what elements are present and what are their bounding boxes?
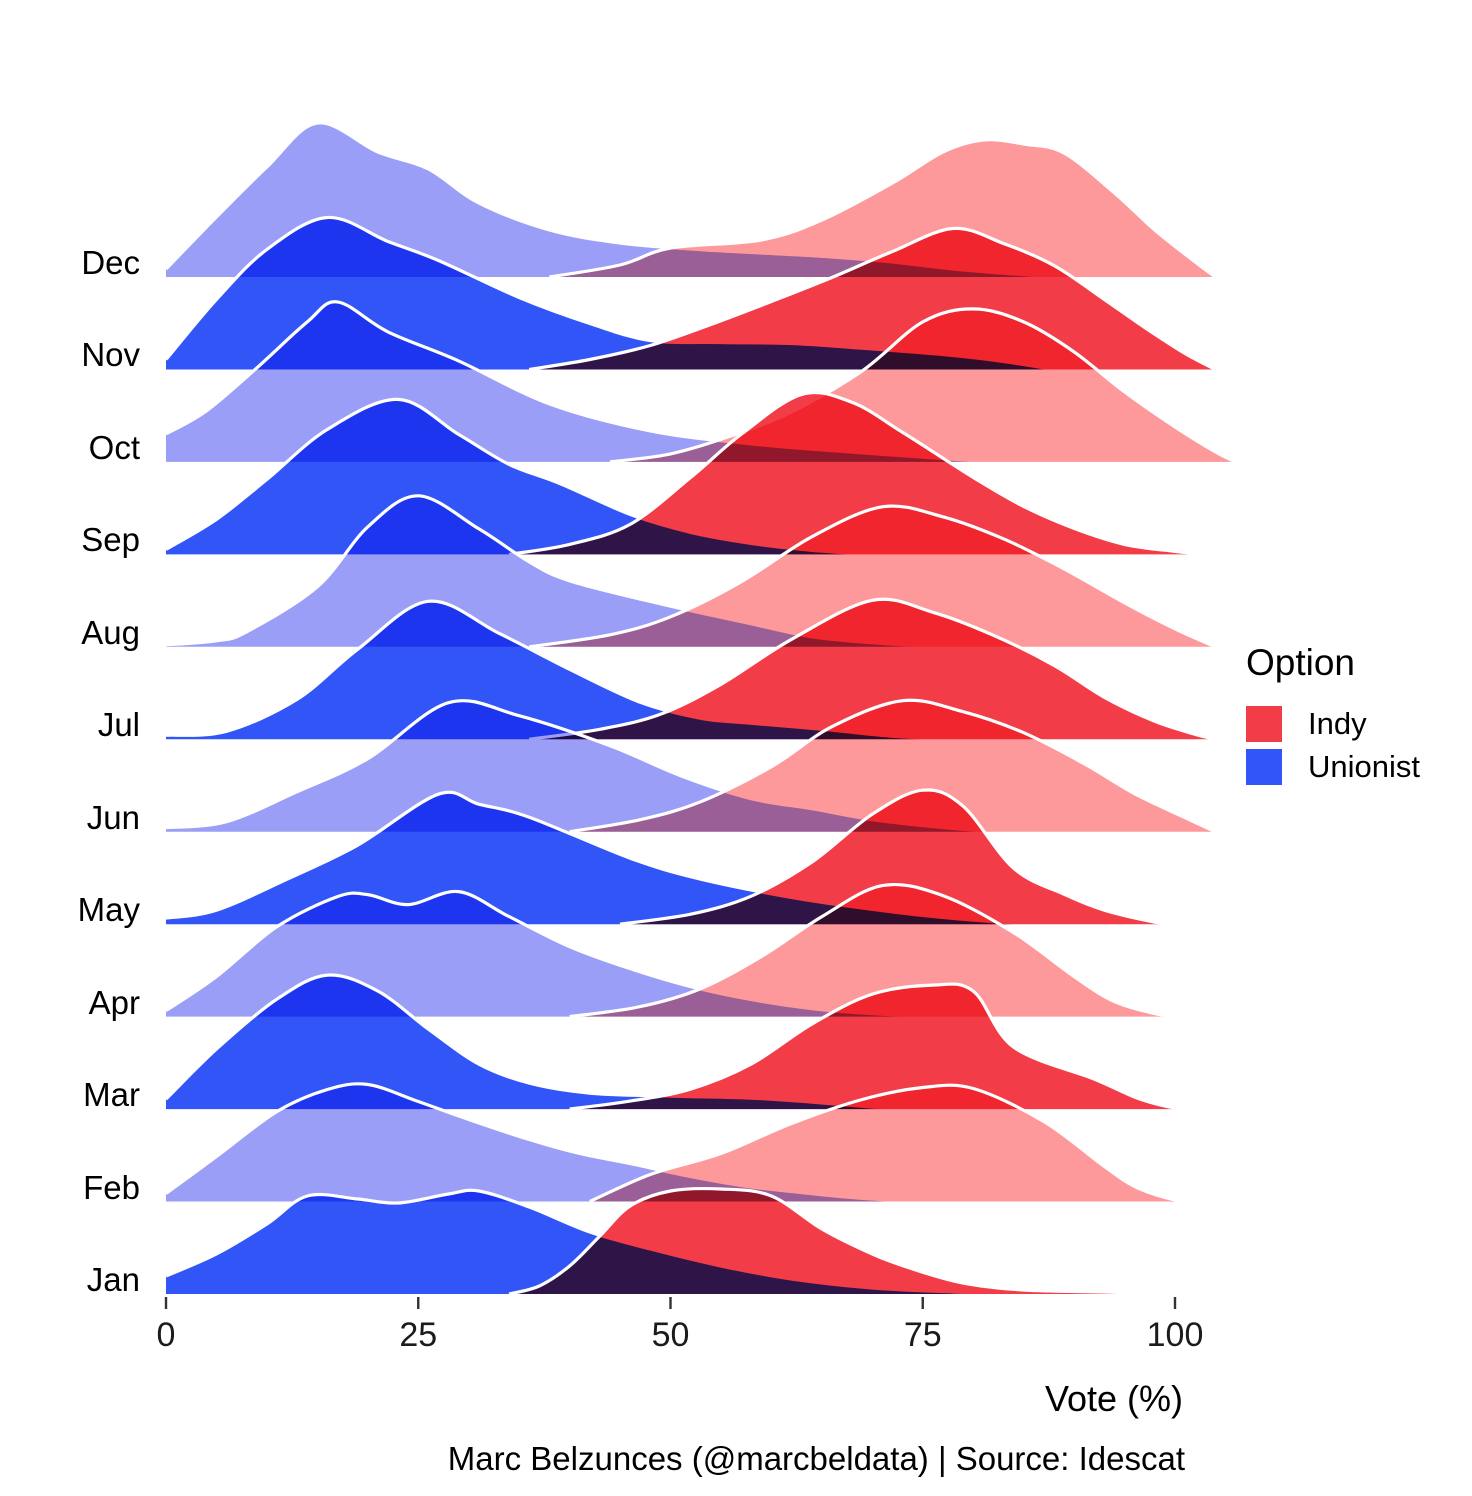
ridge-row-jan [165,1186,1176,1296]
density-jan-unionist [166,1190,1014,1294]
y-axis-label-mar: Mar [83,1076,140,1114]
density-aug-unionist [166,495,933,647]
density-feb-indy [589,1085,1186,1202]
density-outline-jan-indy [508,1186,1176,1296]
density-outline-oct-indy [609,307,1237,464]
density-sep-unionist [166,399,873,555]
legend-item-unionist: Unionist [1246,745,1420,788]
x-axis-label-75: 75 [903,1316,942,1354]
density-aug-indy [529,506,1216,647]
ridge-row-mar [164,973,1186,1111]
y-axis-label-jul: Jul [97,706,140,744]
density-outline-aug-indy [528,504,1217,649]
density-outline-feb-indy [589,1083,1186,1204]
ridge-row-aug [165,494,1217,649]
density-apr-indy [569,884,1175,1017]
y-axis-label-jan: Jan [86,1260,140,1298]
legend-label-indy: Indy [1308,705,1367,741]
density-outline-nov-indy [528,226,1217,372]
density-outline-jul-indy [528,597,1216,741]
y-axis-label-jun: Jun [86,798,140,836]
density-outline-mar-indy [569,982,1186,1111]
legend-item-indy: Indy [1246,702,1420,745]
density-may-indy [620,789,1175,925]
legend-label-unionist: Unionist [1308,748,1420,784]
ridge-row-feb [165,1082,1186,1204]
y-axis-label-may: May [77,891,140,929]
density-jun-indy [569,700,1216,832]
legend-title: Option [1246,642,1356,683]
x-axis-label-50: 50 [651,1316,690,1354]
ridge-row-dec [164,121,1217,279]
density-outline-jun-indy [569,698,1217,834]
x-axis-label-25: 25 [399,1316,438,1354]
y-axis-label-aug: Aug [81,613,140,651]
ridge-row-sep [165,390,1206,556]
density-dec-unionist [166,122,1054,278]
x-axis-label-100: 100 [1146,1316,1204,1354]
y-axis-label-sep: Sep [81,521,140,559]
density-sep-indy [509,392,1206,555]
density-may-unionist [166,792,1034,925]
density-mar-unionist [166,974,923,1110]
y-axis-label-nov: Nov [81,336,140,374]
density-outline-sep-indy [508,390,1206,556]
ridge-row-jul [165,597,1216,741]
density-outline-dec-indy [549,138,1217,279]
y-axis-label-feb: Feb [83,1168,140,1206]
legend: Option Indy Unionist [1246,642,1420,788]
density-jul-indy [529,599,1216,740]
x-axis-label-0: 0 [156,1316,176,1354]
caption: Marc Belzunces (@marcbeldata) | Source: … [447,1440,1185,1477]
indy-swatch-icon [1246,705,1282,742]
unionist-swatch-icon [1246,748,1282,785]
density-outline-may-indy [619,788,1176,926]
density-dec-indy [549,139,1216,277]
density-jul-unionist [166,601,953,740]
y-axis-label-apr: Apr [88,983,140,1021]
y-axis-label-oct: Oct [88,428,140,466]
density-jun-unionist [166,700,994,832]
density-outline-apr-indy [569,882,1176,1019]
y-axis-label-dec: Dec [81,244,140,281]
x-axis-title: Vote (%) [1044,1378,1183,1419]
